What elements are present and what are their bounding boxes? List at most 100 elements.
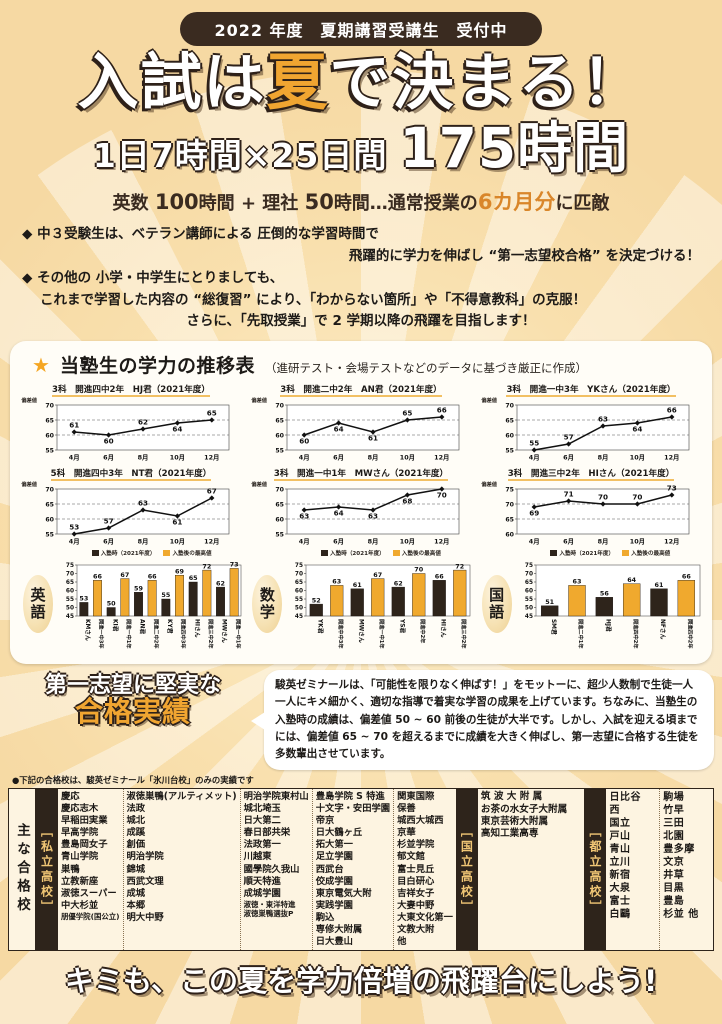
- svg-text:YS君: YS君: [399, 618, 407, 633]
- svg-text:KI君: KI君: [111, 619, 119, 632]
- school-name: 大泉: [609, 883, 631, 895]
- results-title-line2: 合格実績: [74, 695, 191, 729]
- svg-text:67: 67: [207, 487, 217, 496]
- national-schools-header: ［国立高校］: [455, 789, 478, 951]
- svg-text:開進四中3年: 開進四中3年: [180, 619, 188, 649]
- svg-text:開進一中1年: 開進一中1年: [378, 619, 386, 649]
- bar-chart-grid: 英語 入塾時（2021年度） 入塾後の最高値 45 50 55 60 65 70 75 53 K…: [18, 549, 704, 658]
- svg-text:12月: 12月: [664, 454, 679, 462]
- line-plot: 55 60 65 70 60 64 61 65 66 4月 6月 8月 10月 12月: [267, 395, 463, 463]
- svg-text:4月: 4月: [299, 538, 310, 546]
- svg-text:55: 55: [161, 591, 170, 599]
- svg-text:65: 65: [275, 418, 284, 425]
- school-name: 富士見丘: [397, 863, 435, 875]
- svg-text:70: 70: [295, 572, 303, 578]
- svg-text:60: 60: [295, 589, 303, 595]
- svg-text:65: 65: [275, 502, 284, 509]
- bullet-line-3: ◆ その他の 小学・中学生にとりましても、: [22, 269, 284, 286]
- svg-text:8月: 8月: [138, 454, 149, 462]
- panel-header: ★ 当塾生の学力の推移表 （進研テスト・会場テストなどのデータに基づき厳正に作成…: [18, 349, 704, 382]
- svg-text:67: 67: [120, 571, 129, 579]
- svg-text:8月: 8月: [368, 454, 379, 462]
- school-column: 日比谷西国立 戸山 青山 立川 新宿 大泉 富士 白鷗: [606, 789, 661, 951]
- school-name: 京華: [397, 827, 416, 839]
- school-name: 豊多摩: [663, 844, 695, 856]
- legend-swatch-before-icon: [321, 550, 329, 557]
- line-plot: 55 60 65 70 55 57 63 64 66 4月 6月 8月 10月 12月: [497, 395, 693, 463]
- subject-label: 数学: [257, 586, 276, 621]
- svg-text:55: 55: [525, 597, 533, 603]
- breakdown-suffix: に匹敵: [555, 193, 610, 214]
- svg-text:HIさん: HIさん: [193, 619, 200, 638]
- legend-label-before: 入塾時（2021年度）: [330, 551, 385, 558]
- breakdown-subject-b: 理社: [262, 193, 299, 214]
- svg-text:開進三中2年: 開進三中2年: [460, 619, 468, 649]
- svg-text:52: 52: [312, 597, 321, 605]
- svg-text:MWさん: MWさん: [221, 619, 228, 643]
- school-name: 足立学園: [315, 851, 353, 863]
- svg-text:HJ君: HJ君: [604, 619, 612, 632]
- svg-text:64: 64: [627, 576, 636, 584]
- school-name: 帝京: [315, 815, 335, 827]
- svg-text:70: 70: [632, 493, 642, 502]
- svg-text:57: 57: [104, 517, 114, 526]
- results-description-bubble: 駿英ゼミナールは、「可能性を限りなく伸ばす！」をモットーに、超少人数制で生徒一人…: [251, 670, 714, 771]
- school-name: 淑徳・東洋特進: [243, 899, 296, 909]
- line-chart: 3科 開進二中2年 AN君（2021年度） 偏差値 55 60 65 70 60 64 61 6…: [248, 382, 474, 464]
- svg-text:64: 64: [632, 425, 642, 434]
- legend-label-before: 入塾時（2021年度）: [559, 551, 615, 558]
- svg-text:55: 55: [45, 532, 54, 539]
- school-name: 淑徳巣鴨選抜P: [243, 909, 294, 919]
- bar-plot: 45 50 55 60 65 70 75 52 YK君 63 開進中中3年 61 MWさん 67 開進一中1…: [287, 558, 474, 658]
- svg-text:4月: 4月: [69, 454, 80, 462]
- school-column: 慶応 慶応志木 早稲田実業 早高学院 豊島岡女子 青山学院 巣鴨 立教新座 淑徳スーパー 中大杉並…: [58, 789, 124, 951]
- svg-text:66: 66: [682, 573, 691, 581]
- line-chart-grid: 3科 開進四中2年 HJ君（2021年度） 偏差値 55 60 65 70 61 60 62 6…: [18, 382, 704, 548]
- school-name: 吉祥女子: [397, 887, 435, 899]
- svg-text:65: 65: [45, 502, 54, 509]
- school-name: 成城: [126, 887, 146, 899]
- legend-swatch-after-icon: [622, 550, 630, 557]
- svg-text:59: 59: [134, 585, 143, 593]
- schools-row-label: 主な合格校: [9, 789, 36, 951]
- school-name: 川越東: [243, 851, 272, 863]
- subject-label: 国語: [487, 586, 506, 621]
- school-name: 法政第一: [243, 839, 281, 851]
- school-name: 竹早: [663, 805, 685, 817]
- svg-text:55: 55: [505, 448, 514, 455]
- bar-chart: 数学 入塾時（2021年度） 入塾後の最高値 45 50 55 60 65 70 75 52 Y…: [247, 549, 474, 658]
- school-name: 日大鶴ヶ丘: [315, 827, 363, 839]
- hours-breakdown: 英数 100時間 + 理社 50時間…通常授業の6カ月分に匹敵: [0, 186, 722, 216]
- svg-text:10月: 10月: [630, 454, 645, 462]
- svg-text:69: 69: [529, 509, 539, 518]
- svg-text:62: 62: [216, 580, 225, 588]
- school-name: 日大第二: [243, 815, 281, 827]
- svg-text:70: 70: [525, 572, 533, 578]
- school-name: 目白研心: [397, 875, 435, 887]
- line-plot: 55 60 65 70 63 64 63 68 70 4月 6月 8月 10月 12月: [267, 479, 463, 547]
- breakdown-hours-a: 100: [154, 190, 199, 214]
- svg-text:61: 61: [368, 434, 378, 443]
- svg-text:8月: 8月: [138, 538, 149, 546]
- private-schools-columns: 慶応 慶応志木 早稲田実業 早高学院 豊島岡女子 青山学院 巣鴨 立教新座 淑徳スーパー 中大杉並…: [58, 789, 456, 951]
- bullet-list: ◆ 中３受験生は、ベテラン講師による 圧倒的な学習時間で 飛躍的に学力を伸ばし …: [22, 224, 700, 333]
- svg-text:4月: 4月: [529, 454, 540, 462]
- school-name: 明大中野: [126, 911, 164, 923]
- svg-text:75: 75: [505, 487, 514, 494]
- svg-text:4月: 4月: [529, 538, 540, 546]
- bullet-line-5: さらに、「先取授業」で 2 学期以降の飛躍を目指します！: [186, 313, 536, 330]
- svg-text:60: 60: [275, 433, 284, 440]
- svg-text:60: 60: [104, 437, 114, 446]
- breakdown-unit-a: 時間 +: [198, 193, 263, 214]
- svg-text:12月: 12月: [434, 454, 449, 462]
- svg-text:55: 55: [45, 448, 54, 455]
- line-chart: 3科 開進三中2年 HIさん（2021年度） 偏差値 60 65 70 75 69 71 70…: [478, 466, 704, 548]
- metro-schools-header-text: ［都立高校］: [587, 824, 602, 915]
- school-name: 十文字・安田学園: [315, 803, 391, 815]
- svg-text:60: 60: [505, 532, 514, 539]
- school-name: 明治学院東村山: [243, 791, 309, 803]
- svg-text:開進一中1年: 開進一中1年: [234, 619, 242, 649]
- svg-text:55: 55: [529, 439, 539, 448]
- line-chart-title: 5科 開進四中3年 NT君（2021年度）: [50, 469, 212, 482]
- school-name: 筑 波 大 附 属: [480, 791, 543, 803]
